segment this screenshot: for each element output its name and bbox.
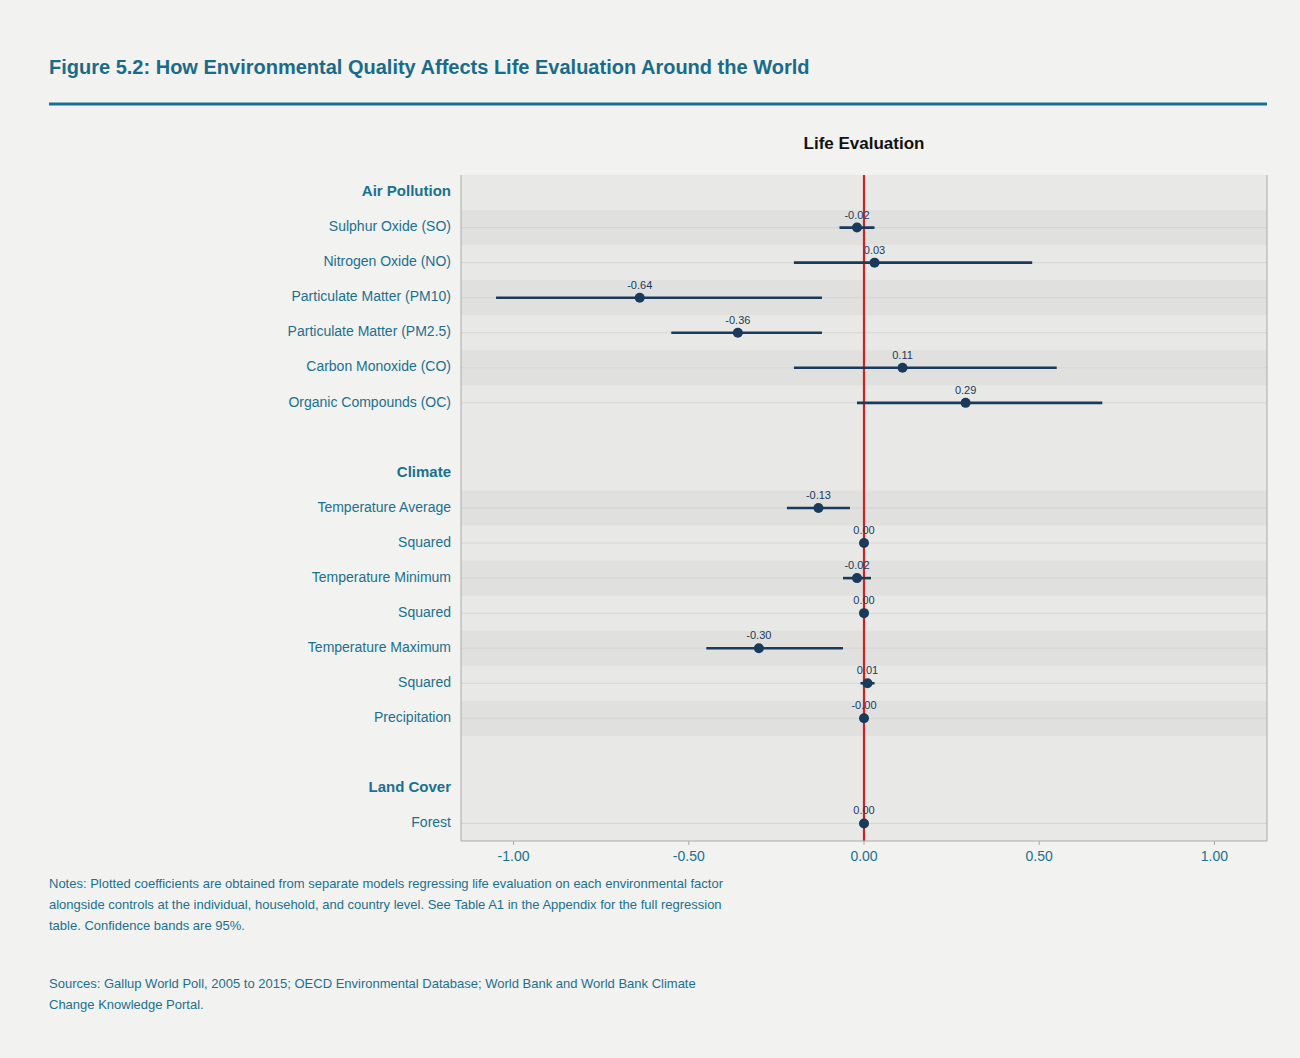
- row-line: [461, 262, 1267, 263]
- x-tick: [688, 841, 689, 845]
- data-label: -0.00: [851, 699, 876, 711]
- row-line: [461, 578, 1267, 579]
- ci-line: [794, 366, 1057, 369]
- row-label: Precipitation: [374, 709, 451, 725]
- x-tick: [864, 841, 865, 845]
- point: [813, 503, 823, 513]
- annotation-line: Change Knowledge Portal.: [49, 997, 204, 1012]
- point: [859, 608, 869, 618]
- data-label: 0.00: [853, 804, 874, 816]
- x-tick: [1214, 841, 1215, 845]
- ci-line: [857, 402, 1102, 405]
- row-label: Squared: [398, 674, 451, 690]
- reference-line: [863, 175, 865, 841]
- marks: [496, 175, 1102, 841]
- point: [859, 538, 869, 548]
- group-label: Land Cover: [368, 778, 451, 795]
- point: [870, 258, 880, 268]
- annotation-line: table. Confidence bands are 95%.: [49, 918, 245, 933]
- data-label: 0.00: [853, 594, 874, 606]
- x-tick: [1039, 841, 1040, 845]
- row-line: [461, 227, 1267, 228]
- row-label: Temperature Minimum: [312, 569, 451, 585]
- row-label: Carbon Monoxide (CO): [306, 358, 451, 374]
- data-label: -0.13: [806, 489, 831, 501]
- x-tick-label: -1.00: [498, 848, 530, 864]
- data-labels: -0.02 0.03 -0.64 -0.36 0.11 0.29 -0.13 0.00 -0.0…: [627, 209, 976, 817]
- point: [859, 818, 869, 828]
- annotation-line: Sources: Gallup World Poll, 2005 to 2015…: [49, 976, 696, 991]
- data-label: -0.02: [844, 559, 869, 571]
- title: Figure 5.2: How Environmental Quality Af…: [49, 56, 809, 78]
- data-label: -0.64: [627, 279, 652, 291]
- x-tick: [513, 841, 514, 845]
- x-tick-label: 0.50: [1026, 848, 1053, 864]
- row-label: Forest: [411, 814, 451, 830]
- frame-right: [1267, 175, 1268, 841]
- row-line: [461, 367, 1267, 368]
- row-label: Sulphur Oxide (SO): [329, 218, 451, 234]
- subtitle: Life Evaluation: [804, 134, 925, 153]
- ci-line: [706, 647, 843, 650]
- plot-background: [461, 175, 1267, 841]
- annotation: Sources: Gallup World Poll, 2005 to 2015…: [49, 976, 696, 1012]
- point: [863, 678, 873, 688]
- data-label: -0.30: [746, 629, 771, 641]
- frame-left: [461, 175, 462, 841]
- ci-line: [794, 261, 1032, 264]
- row-label: Temperature Maximum: [308, 639, 451, 655]
- annotation-line: alongside controls at the individual, ho…: [49, 897, 722, 912]
- x-tick-label: -0.50: [673, 848, 705, 864]
- point: [859, 713, 869, 723]
- row-label: Nitrogen Oxide (NO): [323, 253, 451, 269]
- row-line: [461, 402, 1267, 403]
- data-label: -0.36: [725, 314, 750, 326]
- ci-line: [671, 331, 822, 334]
- point: [898, 363, 908, 373]
- group-label: Climate: [397, 463, 451, 480]
- row-label: Organic Compounds (OC): [288, 394, 451, 410]
- title-rule: [49, 103, 1267, 106]
- data-label: 0.11: [892, 349, 913, 361]
- point: [635, 293, 645, 303]
- chart: Figure 5.2: How Environmental Quality Af…: [0, 0, 1300, 1058]
- point: [733, 328, 743, 338]
- point: [961, 398, 971, 408]
- data-label: -0.02: [844, 209, 869, 221]
- annotation: Notes: Plotted coefficients are obtained…: [49, 876, 724, 933]
- row-label: Particulate Matter (PM10): [292, 288, 452, 304]
- x-tick-label: 1.00: [1201, 848, 1228, 864]
- point: [852, 223, 862, 233]
- background: [0, 0, 1300, 1058]
- row-label: Particulate Matter (PM2.5): [288, 323, 451, 339]
- row-label: Squared: [398, 604, 451, 620]
- data-label: 0.01: [857, 664, 878, 676]
- x-tick-label: 0.00: [850, 848, 877, 864]
- point: [852, 573, 862, 583]
- point: [754, 643, 764, 653]
- row-label: Temperature Average: [317, 499, 451, 515]
- data-label: 0.03: [864, 244, 885, 256]
- data-label: 0.00: [853, 524, 874, 536]
- group-label: Air Pollution: [362, 182, 451, 199]
- ci-line: [496, 296, 822, 299]
- annotation-line: Notes: Plotted coefficients are obtained…: [49, 876, 724, 891]
- row-label: Squared: [398, 534, 451, 550]
- data-label: 0.29: [955, 384, 976, 396]
